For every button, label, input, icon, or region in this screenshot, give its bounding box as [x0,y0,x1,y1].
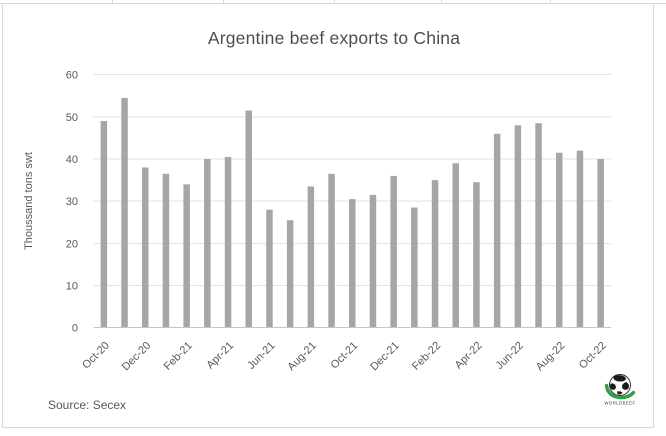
y-tick-0: 0 [72,323,78,335]
x-tick-Feb-21: Feb-21 [162,340,195,373]
bar-Nov-21 [369,194,377,328]
bar-Jul-22 [535,123,542,328]
bar-May-22 [493,133,501,328]
bar-Oct-20 [100,121,108,328]
bar-series [100,97,604,328]
bar-Oct-22 [597,159,604,328]
bar-Mar-21 [204,159,211,328]
x-tick-Dec-20: Dec-20 [120,340,154,374]
spreadsheet-column-gridline [334,0,335,3]
y-tick-50: 50 [66,112,78,124]
x-tick-Jun-21: Jun-21 [245,340,277,372]
x-tick-Apr-21: Apr-21 [204,340,236,372]
bar-Feb-22 [431,180,439,328]
y-tick-40: 40 [66,154,78,166]
y-tick-20: 20 [66,238,78,250]
chart-title: Argentine beef exports to China [208,28,460,48]
y-axis-tick-labels: 0 10 20 30 40 50 60 [66,70,78,335]
bar-Apr-22 [473,182,480,328]
x-tick-Dec-21: Dec-21 [368,340,402,374]
bar-Apr-21 [224,156,232,328]
bar-Oct-21 [349,199,356,328]
bar-Jul-21 [286,220,294,328]
x-tick-Aug-21: Aug-21 [285,340,319,374]
bar-Aug-22 [556,152,563,328]
bar-Dec-20 [142,167,149,328]
y-axis-title: Thoussand tons swt [23,152,35,250]
bar-Sep-22 [576,150,584,328]
y-tick-60: 60 [66,70,78,82]
y-tick-10: 10 [66,281,78,293]
x-axis-tick-labels: Oct-20 Dec-20 Feb-21 Apr-21 Jun-21 Aug-21 Oct-… [80,340,609,374]
spreadsheet-column-gridline [223,0,224,3]
bar-Sep-21 [328,173,335,328]
bar-Jun-21 [266,209,273,328]
bar-Dec-21 [390,175,397,328]
bar-Feb-21 [183,184,190,328]
logo-swoosh [604,383,636,400]
logo-caption: WORLDBEEF [604,401,635,406]
x-tick-Feb-22: Feb-22 [410,340,443,373]
x-tick-Aug-22: Aug-22 [534,340,568,374]
chart-area[interactable] [2,3,654,428]
x-tick-Oct-22: Oct-22 [577,340,609,372]
source-note: Source: Secex [48,398,127,412]
y-tick-30: 30 [66,196,78,208]
bar-May-21 [245,110,252,328]
globe-icon [609,374,631,396]
bar-Jun-22 [514,125,522,328]
x-tick-Oct-20: Oct-20 [80,340,112,372]
publisher-logo: WORLDBEEF [604,374,636,406]
bar-Jan-22 [411,207,418,328]
bar-Nov-20 [121,97,128,328]
x-tick-Jun-22: Jun-22 [494,340,526,372]
spreadsheet-column-gridline [441,0,442,3]
bar-Jan-21 [162,173,170,328]
bar-Aug-21 [307,186,315,328]
spreadsheet-column-gridline [550,0,551,3]
bar-Mar-22 [452,163,459,328]
x-tick-Oct-21: Oct-21 [329,340,361,372]
spreadsheet-column-gridline [112,0,113,3]
x-tick-Apr-22: Apr-22 [453,340,485,372]
